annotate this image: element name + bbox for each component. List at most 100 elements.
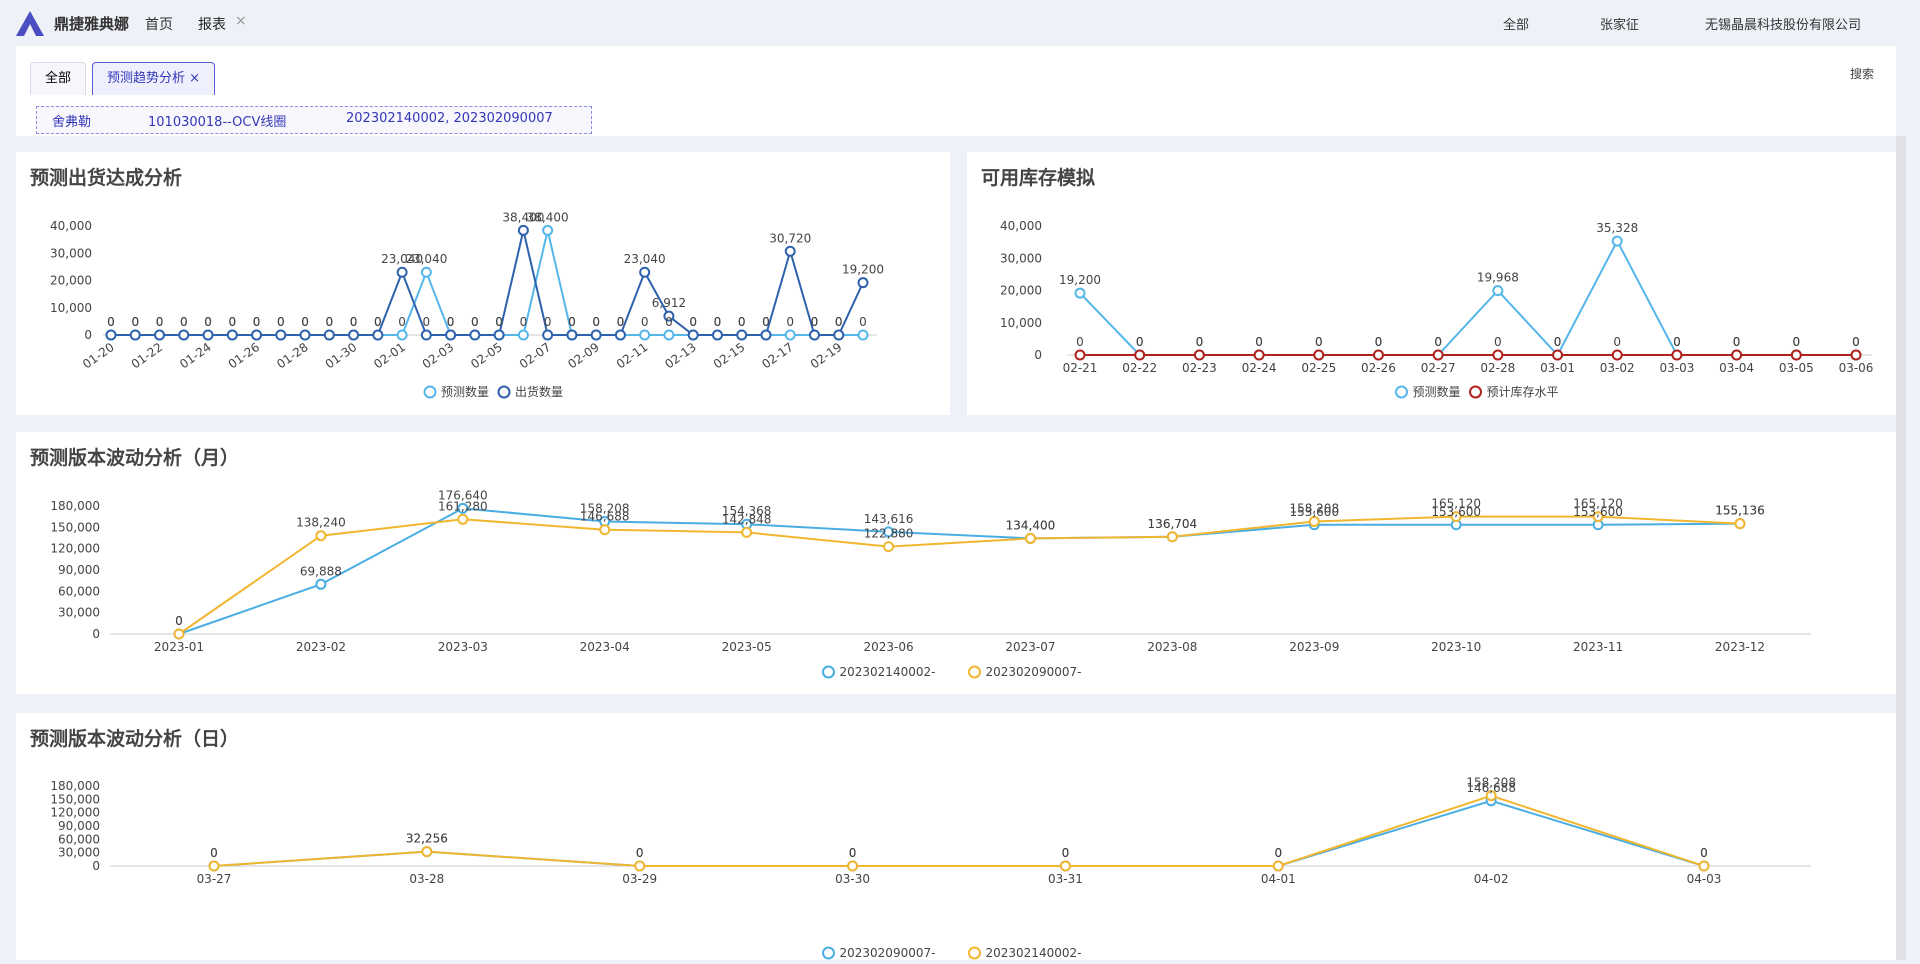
data-label: 153,600 xyxy=(1431,505,1481,519)
data-label: 0 xyxy=(374,315,382,329)
data-label: 0 xyxy=(1315,335,1323,349)
data-point xyxy=(299,329,311,341)
data-point xyxy=(883,541,895,553)
chart: 可用库存模拟 0 10,000 20,000 30,000 40,000 02-21 02-2… xyxy=(981,166,1873,399)
x-tick-label: 01-30 xyxy=(323,340,360,371)
data-label: 0 xyxy=(277,315,285,329)
search[interactable]: 搜索 xyxy=(1850,67,1875,81)
data-label: 32,256 xyxy=(406,832,448,846)
x-tick-label: 03-28 xyxy=(409,872,444,886)
tab-all[interactable]: 全部 xyxy=(30,62,87,95)
x-tick-label: 01-20 xyxy=(80,340,117,371)
nav-report[interactable]: 报表 xyxy=(198,17,226,33)
data-label: 142,848 xyxy=(722,512,772,526)
user[interactable]: 张家征 xyxy=(1600,18,1640,33)
data-point xyxy=(833,329,845,341)
data-label: 0 xyxy=(1255,335,1263,349)
x-tick-label: 01-22 xyxy=(129,340,166,371)
filter[interactable]: 101030018--OCV线圈 xyxy=(148,115,287,130)
legend: 202302090007- 202302140002- xyxy=(822,946,1082,960)
x-tick-label: 03-05 xyxy=(1779,361,1814,375)
data-point xyxy=(639,329,651,341)
x-tick-label: 02-24 xyxy=(1242,361,1277,375)
legend-label: 202302140002- xyxy=(986,946,1082,960)
x-tick-label: 02-22 xyxy=(1122,361,1157,375)
close-icon[interactable]: × xyxy=(235,13,247,29)
data-label: 153,600 xyxy=(1289,505,1339,519)
data-point xyxy=(883,526,895,538)
scrollbar[interactable] xyxy=(1896,136,1906,960)
x-tick-label: 04-03 xyxy=(1687,872,1722,886)
nav-all[interactable]: 全部 xyxy=(1503,18,1530,33)
data-label: 158,208 xyxy=(1289,501,1339,515)
logo-icon xyxy=(16,11,44,36)
data-label: 38,400 xyxy=(527,210,569,224)
chart: 预测版本波动分析（月） 0 30,000 60,000 90,000 120,000 150… xyxy=(30,446,1811,679)
data-label: 0 xyxy=(592,315,600,329)
chart-title: 预测版本波动分析（日） xyxy=(30,727,239,750)
company[interactable]: 无锡晶晨科技股份有限公司 xyxy=(1705,18,1862,33)
data-label: 0 xyxy=(859,315,867,329)
data-point xyxy=(542,329,554,341)
data-point xyxy=(1611,349,1623,361)
data-label: 0 xyxy=(1494,335,1502,349)
data-label: 143,616 xyxy=(864,512,914,526)
data-label: 0 xyxy=(180,315,188,329)
data-label: 69,888 xyxy=(300,564,342,578)
data-point xyxy=(1272,860,1284,872)
data-point xyxy=(736,329,748,341)
filter[interactable]: 舍弗勒 xyxy=(52,115,92,130)
x-tick-label: 02-26 xyxy=(1361,361,1396,375)
data-label: 0 xyxy=(665,315,673,329)
data-label: 0 xyxy=(811,315,819,329)
nav-home[interactable]: 首页 xyxy=(145,17,173,33)
legend-marker xyxy=(968,665,981,679)
data-point xyxy=(517,329,529,341)
data-label: 23,040 xyxy=(405,252,447,266)
x-tick-label: 03-03 xyxy=(1659,361,1694,375)
data-point xyxy=(1850,349,1862,361)
data-point xyxy=(208,860,220,872)
data-label: 0 xyxy=(1673,335,1681,349)
y-tick-label: 120,000 xyxy=(50,806,100,820)
data-label: 38,400 xyxy=(502,210,544,224)
x-tick-label: 03-31 xyxy=(1048,872,1083,886)
data-point xyxy=(1432,349,1444,361)
tab-active[interactable]: 预测趋势分析 × xyxy=(92,62,216,95)
data-point xyxy=(1253,349,1265,361)
data-label: 146,688 xyxy=(580,510,630,524)
data-label: 6,912 xyxy=(652,296,686,310)
data-label: 155,136 xyxy=(1715,504,1765,518)
data-label: 19,200 xyxy=(842,263,884,277)
x-tick-label: 03-02 xyxy=(1600,361,1635,375)
data-label: 161,280 xyxy=(438,499,488,513)
chart-panel: 预测出货达成分析 0 10,000 20,000 30,000 40,000 01-20 01… xyxy=(16,152,950,415)
x-tick-label: 03-29 xyxy=(622,872,657,886)
tab-label: 预测趋势分析 xyxy=(107,71,186,86)
data-label: 0 xyxy=(738,315,746,329)
y-tick-label: 150,000 xyxy=(50,520,100,534)
data-label: 165,120 xyxy=(1573,497,1623,511)
filter[interactable]: 202302140002, 202302090007 xyxy=(346,111,553,126)
data-label: 176,640 xyxy=(438,488,488,502)
data-label: 0 xyxy=(1733,335,1741,349)
data-point xyxy=(566,329,578,341)
data-point xyxy=(348,329,360,341)
y-tick-label: 0 xyxy=(1034,348,1042,362)
x-tick-label: 2023-06 xyxy=(863,640,913,654)
data-label: 0 xyxy=(210,846,218,860)
chart-title: 预测出货达成分析 xyxy=(30,166,182,189)
chart-panel: 可用库存模拟 0 10,000 20,000 30,000 40,000 02-21 02-2… xyxy=(967,152,1896,415)
filter-box[interactable] xyxy=(36,106,592,134)
data-point xyxy=(226,329,238,341)
data-point xyxy=(614,329,626,341)
data-label: 134,400 xyxy=(1006,518,1056,532)
data-point xyxy=(1698,860,1710,872)
data-label: 134,400 xyxy=(1006,518,1056,532)
y-tick-label: 60,000 xyxy=(58,584,100,598)
data-label: 30,720 xyxy=(769,231,811,245)
data-point xyxy=(663,329,675,341)
data-label: 0 xyxy=(762,315,770,329)
data-label: 0 xyxy=(1062,846,1070,860)
